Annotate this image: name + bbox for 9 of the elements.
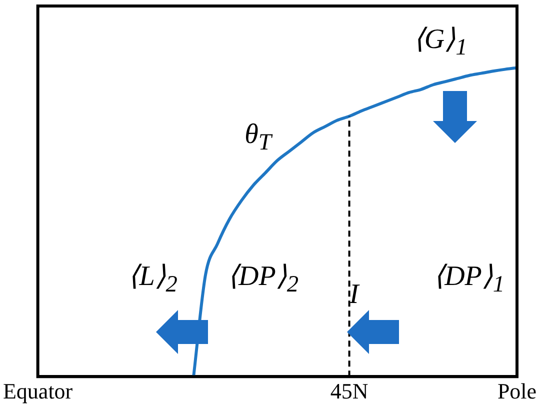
annotation: I xyxy=(349,279,359,310)
x-tick-label: 45N xyxy=(330,378,368,404)
text: ⟨G⟩$_{1}$ xyxy=(413,24,468,61)
annotation: ⟨DP⟩$_{2}$ xyxy=(228,261,299,298)
annotation: ⟨L⟩$_{2}$ xyxy=(128,261,178,298)
x-tick-label: Equator xyxy=(2,378,74,404)
series-label: θ$_{T}$ xyxy=(244,119,272,156)
x-tick-label: Pole xyxy=(497,378,537,404)
annotation: ⟨DP⟩$_{1}$ xyxy=(434,261,505,298)
